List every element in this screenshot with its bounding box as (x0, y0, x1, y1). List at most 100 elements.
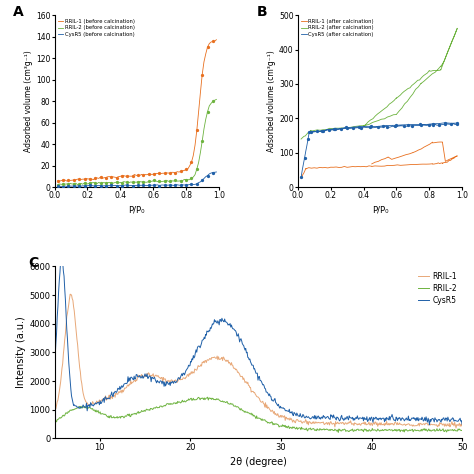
RRIL-1 (before calcination) (64, 178, 70, 184)
Point (64, 181, 72, 188)
X-axis label: P/P₀: P/P₀ (372, 206, 388, 215)
RRIL-1 (before calcination) (78, 177, 84, 182)
Point (91, 179, 99, 187)
CysR5 (before calcination) (78, 183, 84, 189)
RRIL-2 (before calcination) (55, 182, 61, 188)
RRIL-1 (before calcination) (208, 39, 214, 45)
RRIL-2 (after calcination) (361, 123, 366, 128)
RRIL-1 (after calcination) (301, 171, 306, 177)
Point (193, 127, 201, 134)
Point (319, 127, 327, 135)
Line: CysR5 (after calcination): CysR5 (after calcination) (301, 123, 457, 178)
Point (64, 182, 72, 190)
Point (59, 176, 67, 184)
Point (172, 169, 179, 176)
Point (429, 121, 437, 128)
Point (454, 119, 461, 127)
CysR5 (325, 414, 330, 419)
CysR5 (before calcination) (55, 183, 61, 189)
Point (349, 124, 356, 132)
Point (124, 178, 131, 186)
RRIL-1 (after calcination) (353, 164, 358, 170)
Point (325, 126, 333, 134)
Point (91, 182, 99, 190)
Point (113, 174, 120, 182)
Point (343, 125, 351, 132)
Point (91, 174, 99, 182)
CysR5 (52, 362, 57, 368)
RRIL-2 (205, 394, 210, 400)
RRIL-1 (292, 420, 298, 426)
RRIL-2 (after calcination) (365, 119, 371, 125)
RRIL-1 (after calcination) (298, 176, 304, 182)
Point (134, 178, 142, 185)
Point (188, 158, 195, 166)
Point (355, 123, 363, 131)
Point (155, 169, 163, 177)
Text: C: C (28, 256, 38, 270)
Point (75, 175, 83, 183)
Point (318, 127, 326, 134)
Point (70, 182, 78, 190)
Point (155, 182, 163, 190)
RRIL-2 (52, 417, 57, 423)
RRIL-1 (after calcination) (437, 139, 443, 145)
Point (304, 135, 312, 142)
RRIL-2 (after calcination) (393, 95, 399, 101)
RRIL-1 (before calcination) (214, 37, 219, 43)
Line: CysR5: CysR5 (55, 260, 462, 425)
Legend: RRIL-1, RRIL-2, CysR5: RRIL-1, RRIL-2, CysR5 (416, 270, 458, 306)
Point (150, 170, 158, 178)
Point (129, 182, 137, 189)
CysR5 (before calcination) (60, 184, 66, 190)
Y-axis label: Intensity (a.u.): Intensity (a.u.) (17, 317, 27, 388)
Point (301, 154, 309, 162)
Point (134, 172, 142, 179)
RRIL-1 (453, 425, 459, 431)
Point (145, 170, 153, 178)
Point (313, 128, 321, 135)
Point (139, 182, 147, 189)
Point (188, 181, 195, 188)
Point (204, 108, 211, 116)
Point (97, 182, 104, 190)
Point (209, 37, 217, 45)
Point (182, 165, 190, 173)
Point (124, 182, 131, 189)
Point (155, 177, 163, 184)
CysR5 (before calcination) (167, 182, 173, 188)
RRIL-2 (before calcination) (207, 103, 212, 109)
Point (161, 177, 169, 185)
Point (113, 182, 120, 190)
Point (70, 180, 78, 188)
CysR5 (before calcination) (214, 169, 219, 175)
Point (86, 179, 94, 186)
RRIL-2 (156, 405, 162, 410)
Point (441, 120, 449, 128)
RRIL-2 (after calcination) (413, 79, 419, 85)
Point (81, 182, 88, 190)
RRIL-1 (237, 371, 243, 377)
RRIL-1 (67, 292, 73, 297)
Point (392, 121, 400, 129)
Point (64, 176, 72, 184)
Point (102, 179, 109, 187)
CysR5 (459, 422, 465, 428)
RRIL-2 (after calcination) (435, 67, 440, 73)
RRIL-1 (359, 420, 365, 426)
CysR5 (427, 422, 432, 428)
RRIL-1 (after calcination) (427, 161, 432, 167)
Point (331, 126, 339, 133)
Point (392, 123, 399, 130)
Point (417, 120, 424, 128)
Point (305, 128, 313, 136)
RRIL-1 (before calcination) (55, 178, 61, 183)
RRIL-1 (before calcination) (105, 174, 110, 180)
Point (182, 181, 190, 189)
Point (308, 128, 315, 136)
Point (383, 123, 391, 130)
Point (86, 182, 94, 189)
Legend: RRIL-1 (after calcination), RRIL-2 (after calcination), CysR5 (after calcination: RRIL-1 (after calcination), RRIL-2 (afte… (301, 18, 375, 38)
CysR5 (359, 416, 365, 421)
Point (97, 173, 104, 181)
